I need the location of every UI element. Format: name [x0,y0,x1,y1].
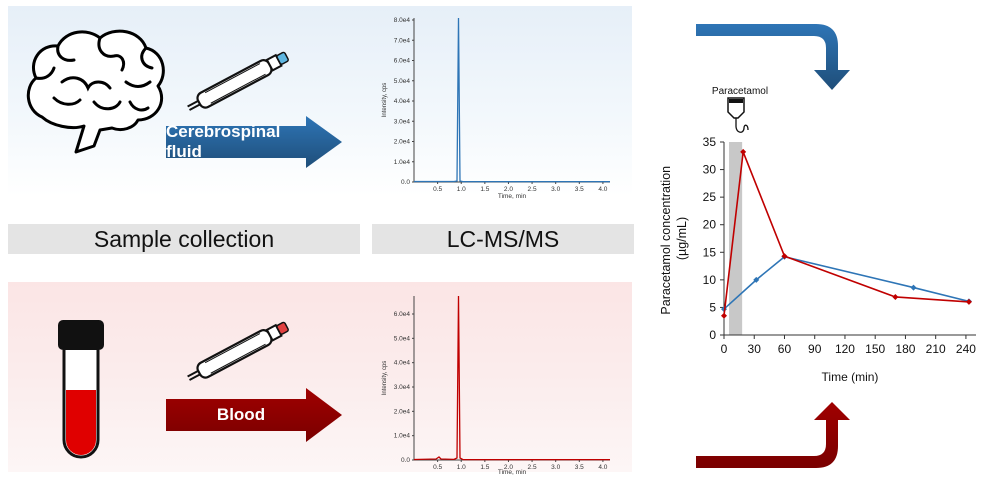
blood-ytick-label: 5.0e4 [394,335,411,342]
csf-xtick-label: 1.5 [480,186,489,193]
blood-xtick-label: 2.5 [528,464,537,471]
sample-collection-bar: Sample collection [8,224,360,254]
blood-peak-trace [413,295,610,461]
chart-xtick-label: 150 [865,342,885,356]
csf-chromatogram: 0.0 1.0e4 2.0e4 3.0e4 4.0e4 5.0e4 6.0e4 7.0e4 8.… [382,17,610,200]
chart-ytick-label: 35 [703,135,717,149]
csf-flow-arrow [696,24,850,90]
blood-chromatogram: 0.0 1.0e4 2.0e4 3.0e4 4.0e4 5.0e4 6.0e4 0.5 1.0… [382,295,610,476]
blood-xtick-label: 1.5 [480,464,489,471]
blood-ytick-label: 4.0e4 [394,360,411,367]
csf-xtick-label: 2.0 [504,186,513,193]
csf-ytick-label: 6.0e4 [394,58,411,65]
csf-ytick-label: 5.0e4 [394,78,411,85]
blood-ytick-label: 2.0e4 [394,408,411,415]
blood-xtick-label: 1.0 [457,464,466,471]
chart-ytick-label: 15 [703,245,717,259]
csf-needle-icon [187,51,289,111]
blood-tube-icon [58,320,104,459]
blood-arrow-label: Blood [216,405,266,424]
chart-ytick-label: 25 [703,190,717,204]
brain-icon [26,29,165,154]
blood-ytick-label: 1.0e4 [394,433,411,440]
csf-ytick-label: 0.0 [401,179,410,186]
chart-y-label: Paracetamol concentration (µg/mL) [659,162,689,314]
series-point-0 [753,276,760,283]
csf-y-label: Intensity, cps [382,83,388,118]
blood-flow-arrow [696,402,850,468]
blood-xtick-label: 3.0 [551,464,560,471]
csf-ytick-label: 1.0e4 [394,159,411,166]
csf-xtick-label: 1.0 [457,186,466,193]
blood-ytick-label: 6.0e4 [394,311,411,318]
blood-xtick-label: 0.5 [433,464,442,471]
csf-arrow: Cerebrospinal fluid [166,116,342,168]
chart-xtick-label: 30 [748,342,762,356]
csf-xtick-label: 2.5 [528,186,537,193]
chart-xtick-label: 0 [721,342,728,356]
blood-ytick-label: 3.0e4 [394,384,411,391]
lcmsms-label: LC-MS/MS [446,225,560,252]
csf-ytick-label: 2.0e4 [394,139,411,146]
chart-xtick-label: 120 [835,342,855,356]
chart-ytick-label: 30 [703,163,717,177]
blood-x-label: Time, min [498,469,527,476]
chart-ytick-label: 20 [703,218,717,232]
csf-x-label: Time, min [498,193,527,200]
blood-needle-icon [187,321,289,381]
chart-xtick-label: 90 [808,342,822,356]
series-point-1 [965,298,972,305]
series-line-1 [723,151,969,316]
csf-arrow-label: Cerebrospinal fluid [166,122,281,161]
csf-ytick-label: 7.0e4 [394,37,411,44]
csf-xtick-label: 3.0 [551,186,560,193]
series-point-1 [721,312,727,319]
csf-xtick-label: 3.5 [575,186,584,193]
blood-panel [8,282,632,472]
blood-ytick-label: 0.0 [401,457,410,464]
chart-xtick-label: 210 [926,342,946,356]
chart-x-label: Time (min) [822,370,879,384]
iv-bag-icon: Paracetamol [712,86,768,133]
blood-xtick-label: 2.0 [504,464,513,471]
blood-xtick-label: 3.5 [575,464,584,471]
chart-xtick-label: 60 [778,342,792,356]
series-point-1 [892,293,899,300]
chart-xtick-label: 240 [956,342,976,356]
csf-peak-trace [414,17,610,183]
csf-xtick-label: 0.5 [433,186,442,193]
lcmsms-bar: LC-MS/MS [372,224,634,254]
blood-xtick-label: 4.0 [598,464,607,471]
chart-ytick-label: 5 [709,300,716,314]
chart-xtick-label: 180 [895,342,915,356]
concentration-chart: 0 5 10 15 20 25 30 35 0 30 60 90 120 150 180 210 240 Ti… [659,135,976,384]
csf-xtick-label: 4.0 [598,186,607,193]
series-point-1 [781,253,788,260]
blood-y-label: Intensity, cps [382,361,388,396]
chart-ytick-label: 10 [703,273,717,287]
series-line-0 [723,255,970,310]
blood-arrow: Blood [166,388,342,442]
chart-ytick-label: 0 [709,328,716,342]
series-point-1 [740,148,747,155]
sample-collection-label: Sample collection [93,225,275,252]
csf-ytick-label: 4.0e4 [394,98,411,105]
paracetamol-icon-label: Paracetamol [712,86,768,97]
csf-ytick-label: 3.0e4 [394,118,411,125]
series-point-0 [910,284,917,291]
csf-ytick-label: 8.0e4 [394,17,411,24]
